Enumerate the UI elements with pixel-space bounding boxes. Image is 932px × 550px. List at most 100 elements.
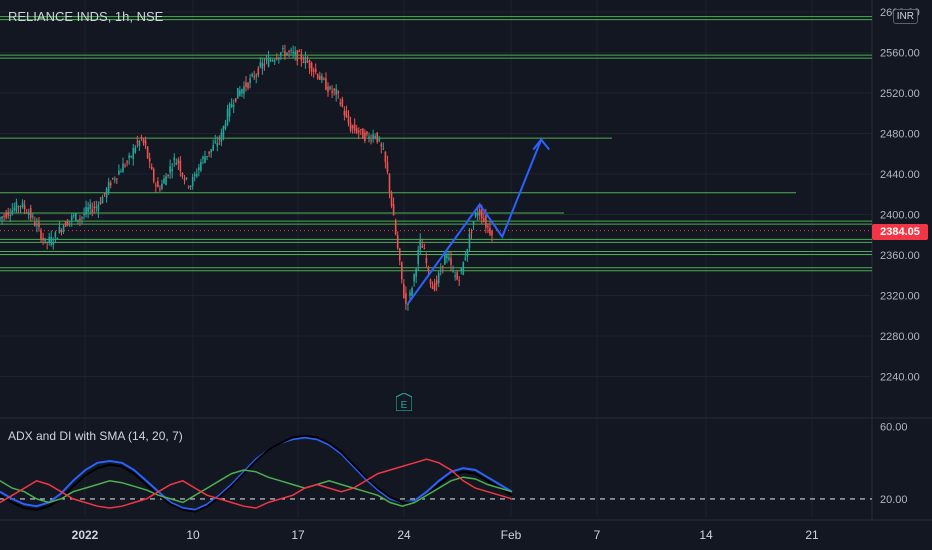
candle-body (73, 215, 75, 217)
candle-body (134, 147, 137, 153)
candle-body (466, 248, 469, 258)
candle-body (187, 186, 190, 188)
candle-body (239, 90, 241, 96)
candle-body (191, 176, 194, 187)
price-tick-label: 2520.00 (880, 88, 920, 100)
candle-body (294, 51, 296, 56)
candle-body (314, 68, 317, 72)
candle-body (284, 51, 286, 57)
candle-body (224, 123, 227, 129)
candle-body (23, 205, 26, 210)
indicator-tick-label: 60.00 (880, 422, 908, 434)
candle-body (392, 204, 395, 216)
candle-body (109, 182, 112, 186)
indicator-title[interactable]: ADX and DI with SMA (14, 20, 7) (8, 429, 183, 443)
candle-body (157, 180, 159, 188)
candle-body (425, 258, 428, 264)
candle-body (243, 86, 245, 94)
candle-body (288, 51, 290, 53)
candle-body (464, 257, 467, 260)
candle-body (435, 280, 438, 285)
candle-body (388, 173, 391, 193)
candle-body (413, 274, 415, 282)
candle-body (124, 165, 126, 167)
candle-body (1, 216, 3, 219)
candle-body (89, 203, 91, 210)
candle-body (142, 139, 145, 143)
candle-body (407, 303, 409, 305)
candle-body (189, 185, 192, 188)
candle-body (319, 75, 321, 80)
candle-body (308, 60, 311, 69)
candle-body (185, 177, 188, 179)
candle-body (351, 125, 354, 129)
candle-body (384, 151, 387, 163)
candle-body (302, 62, 305, 64)
candle-body (212, 145, 214, 151)
candle-body (5, 213, 7, 218)
candle-body (300, 53, 303, 61)
candle-body (183, 178, 186, 181)
candle-body (126, 161, 128, 163)
candle-body (7, 211, 9, 216)
candle-body (34, 221, 36, 226)
candle-body (163, 178, 165, 184)
candle-body (48, 237, 50, 243)
candle-body (120, 171, 122, 173)
candle-body (81, 217, 83, 219)
candle-body (263, 64, 266, 66)
candle-body (230, 104, 233, 108)
candle-body (489, 227, 491, 235)
candle-body (474, 212, 477, 217)
candle-body (146, 146, 149, 158)
candle-body (405, 293, 407, 304)
candle-body (175, 162, 178, 165)
candle-body (58, 226, 61, 233)
candle-body (101, 197, 104, 204)
candle-body (409, 292, 411, 296)
candle-body (480, 210, 483, 219)
candle-body (116, 178, 118, 180)
candle-body (93, 206, 96, 209)
candle-body (454, 275, 456, 277)
candle-body (245, 82, 247, 87)
candle-body (382, 148, 385, 150)
candle-body (64, 221, 67, 227)
candle-body (21, 202, 24, 208)
candle-body (491, 230, 493, 236)
candle-body (341, 98, 344, 107)
candle-body (437, 272, 440, 283)
candle-body (323, 78, 325, 80)
candle-body (478, 209, 481, 216)
candle-body (462, 262, 465, 275)
candle-body (456, 272, 458, 280)
candle-body (181, 172, 184, 177)
candle-body (13, 207, 16, 211)
candle-body (366, 131, 368, 135)
candle-body (247, 82, 249, 88)
candle-body (304, 57, 307, 64)
candle-body (200, 161, 202, 171)
price-tick-label: 2480.00 (880, 129, 920, 141)
candle-body (448, 257, 450, 260)
candle-body (325, 78, 327, 90)
candle-body (427, 267, 430, 271)
candle-body (66, 221, 69, 226)
candle-body (403, 284, 405, 298)
candle-body (140, 136, 143, 139)
candle-body (353, 124, 356, 131)
candle-body (169, 166, 171, 173)
candle-body (251, 74, 253, 77)
candle-body (444, 252, 446, 265)
candle-body (460, 268, 463, 272)
candle-body (54, 232, 57, 238)
candle-body (253, 76, 255, 78)
candle-body (138, 140, 141, 146)
candle-body (374, 136, 376, 138)
time-tick-label: Feb (501, 528, 522, 542)
candle-body (329, 86, 331, 90)
candle-body (107, 182, 110, 193)
currency-badge[interactable]: INR (892, 9, 918, 24)
earnings-event-icon[interactable]: E (396, 393, 412, 411)
